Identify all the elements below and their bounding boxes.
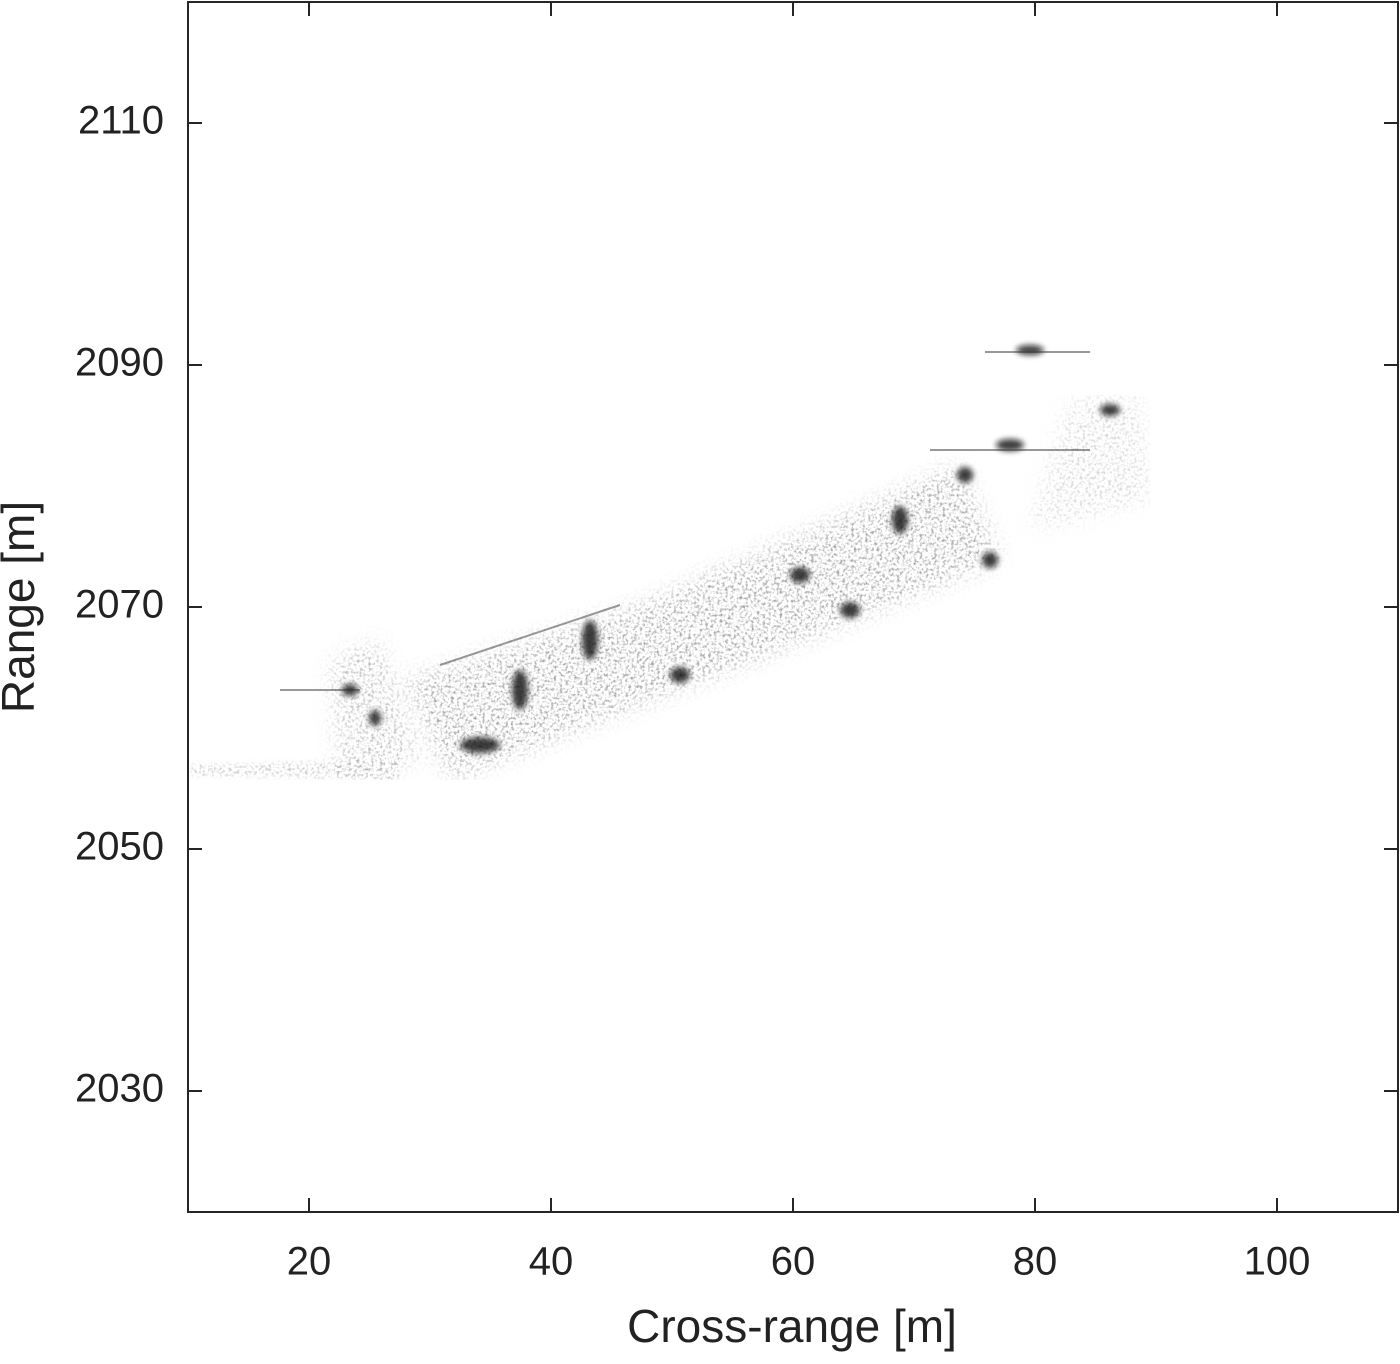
x-tick-label: 80 [1013, 1240, 1058, 1284]
y-axis-label: Range [m] [0, 501, 44, 713]
x-tick-label: 100 [1244, 1240, 1311, 1284]
x-tick-label: 60 [771, 1240, 816, 1284]
y-tick-label: 2070 [75, 583, 164, 627]
x-axis-label: Cross-range [m] [627, 1300, 957, 1352]
y-tick-label: 2050 [75, 825, 164, 869]
x-tick-label: 20 [287, 1240, 332, 1284]
y-tick-label: 2030 [75, 1067, 164, 1111]
y-tick-label: 2090 [75, 341, 164, 385]
y-tick-label: 2110 [78, 99, 164, 143]
x-tick-label: 40 [529, 1240, 574, 1284]
radar-image [190, 345, 1150, 780]
